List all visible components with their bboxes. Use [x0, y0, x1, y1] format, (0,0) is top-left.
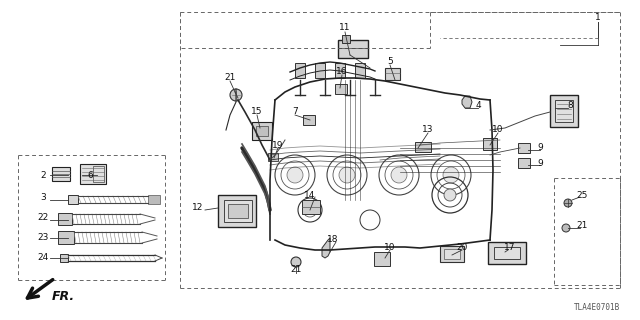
Bar [550, 95, 578, 127]
Bar [68, 195, 78, 204]
Bar [60, 254, 68, 262]
Text: 21: 21 [291, 266, 301, 275]
Bar [315, 63, 325, 78]
Text: 1: 1 [595, 13, 601, 22]
Bar [355, 63, 365, 78]
Bar [58, 231, 74, 244]
Text: 12: 12 [192, 204, 204, 212]
Bar [228, 204, 248, 218]
Text: 18: 18 [327, 236, 339, 244]
Text: 24: 24 [37, 253, 49, 262]
Text: 15: 15 [252, 108, 263, 116]
Text: 5: 5 [387, 58, 393, 67]
Bar [444, 249, 460, 259]
Text: 19: 19 [272, 140, 284, 149]
Bar [335, 84, 347, 94]
Text: 21: 21 [576, 220, 588, 229]
Text: 20: 20 [456, 244, 468, 252]
Text: 14: 14 [304, 190, 316, 199]
Text: 7: 7 [292, 108, 298, 116]
Text: 22: 22 [37, 213, 49, 222]
Bar [555, 100, 573, 122]
Bar [218, 195, 256, 227]
Text: 10: 10 [384, 244, 396, 252]
Circle shape [339, 167, 355, 183]
Text: 2: 2 [40, 171, 46, 180]
Bar [342, 35, 350, 43]
Text: 9: 9 [537, 143, 543, 153]
Text: TLA4E0701B: TLA4E0701B [573, 303, 620, 312]
Text: 3: 3 [40, 194, 46, 203]
Bar [483, 138, 497, 150]
Circle shape [291, 257, 301, 267]
Text: FR.: FR. [52, 290, 75, 302]
Bar [518, 143, 530, 153]
Bar [224, 200, 252, 222]
Circle shape [287, 167, 303, 183]
Bar [374, 252, 390, 266]
Polygon shape [322, 238, 330, 258]
Bar [488, 242, 526, 264]
Bar [518, 158, 530, 168]
Bar [93, 166, 104, 182]
Bar [440, 246, 464, 262]
Text: 6: 6 [87, 171, 93, 180]
Text: 13: 13 [422, 125, 434, 134]
Bar [415, 142, 431, 152]
Bar [385, 68, 400, 80]
Text: 23: 23 [37, 234, 49, 243]
Text: 21: 21 [224, 74, 236, 83]
Bar [338, 40, 368, 58]
Bar [335, 63, 345, 78]
Bar [302, 200, 320, 214]
Text: 16: 16 [336, 68, 348, 76]
Text: 17: 17 [504, 244, 516, 252]
Circle shape [391, 167, 407, 183]
Bar [494, 247, 520, 259]
Bar [80, 164, 106, 184]
Text: 11: 11 [339, 23, 351, 33]
Bar [58, 213, 72, 225]
Circle shape [444, 189, 456, 201]
Bar [303, 115, 315, 125]
Bar [252, 122, 272, 140]
Polygon shape [462, 96, 472, 108]
Text: 4: 4 [475, 100, 481, 109]
Bar [268, 153, 278, 161]
Bar [256, 126, 268, 136]
Circle shape [564, 199, 572, 207]
Bar [295, 63, 305, 78]
Text: 10: 10 [492, 125, 504, 134]
Bar [52, 167, 70, 181]
Bar [148, 195, 160, 204]
Circle shape [443, 167, 459, 183]
Text: 9: 9 [537, 158, 543, 167]
Text: 8: 8 [567, 100, 573, 109]
Circle shape [562, 224, 570, 232]
Text: 25: 25 [576, 190, 588, 199]
Circle shape [230, 89, 242, 101]
